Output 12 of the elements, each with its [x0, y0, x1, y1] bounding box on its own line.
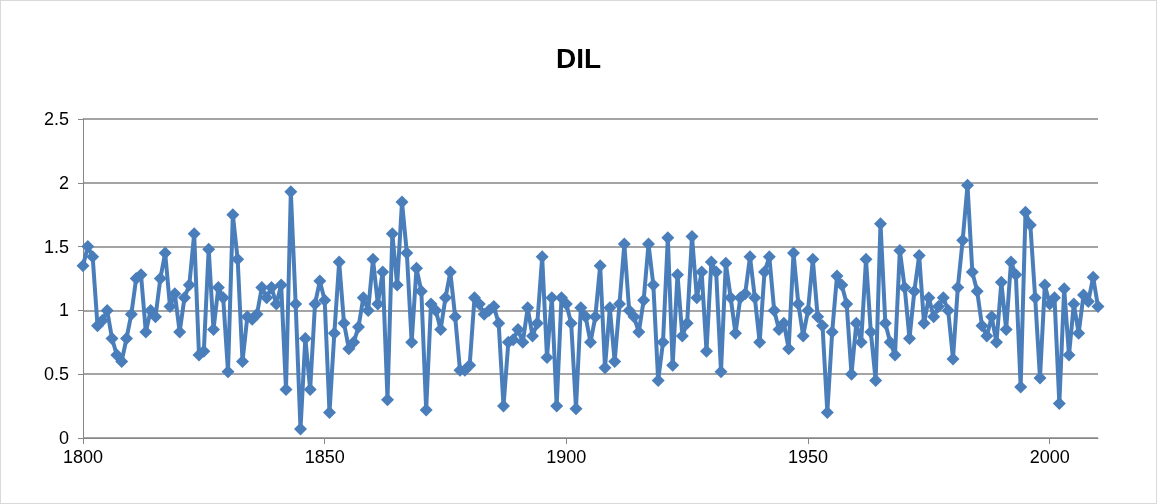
y-tick-label: 0	[58, 428, 69, 448]
x-tick-label: 1900	[546, 447, 587, 467]
x-tick-label: 1800	[62, 447, 104, 467]
x-tick-label: 1850	[304, 447, 345, 467]
y-tick-label: 1	[58, 300, 69, 321]
y-tick-label: 2.5	[43, 109, 69, 129]
y-tick-label: 1.5	[43, 236, 69, 257]
x-tick-label: 2000	[1029, 447, 1070, 467]
y-tick-label: 2	[58, 172, 69, 193]
y-tick-label: 0.5	[43, 364, 69, 385]
x-tick-label: 1950	[787, 447, 829, 467]
chart-title: DIL	[555, 42, 602, 74]
